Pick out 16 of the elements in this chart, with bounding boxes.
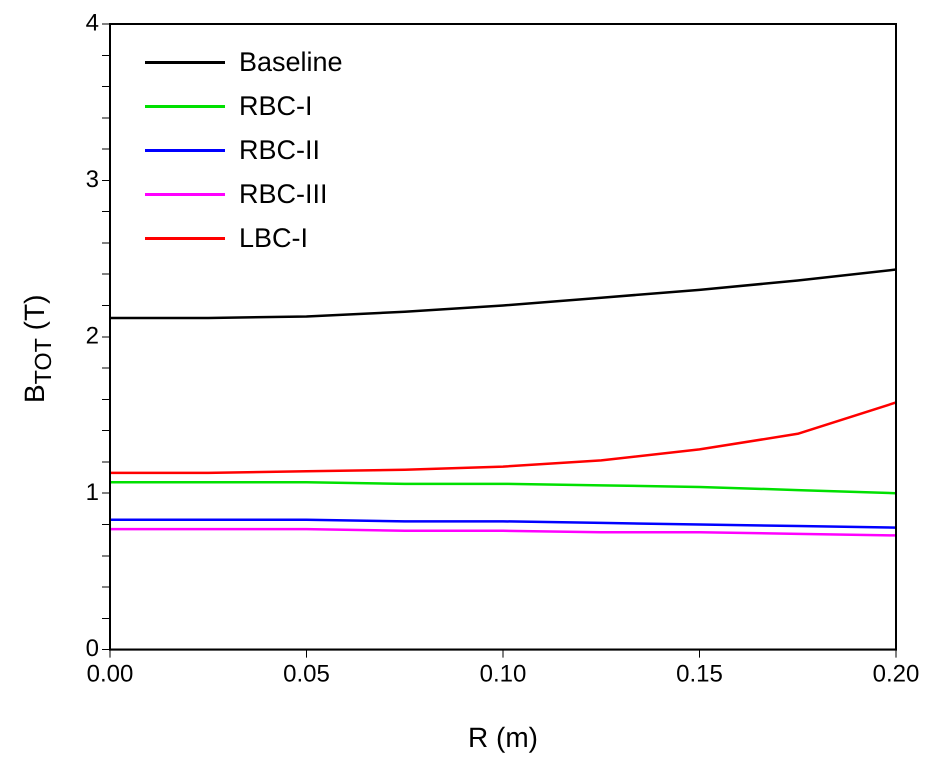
legend-label: RBC-I bbox=[239, 90, 312, 122]
x-axis-title: R (m) bbox=[468, 722, 538, 753]
x-tick-label: 0.10 bbox=[480, 660, 526, 688]
x-tick-label: 0.20 bbox=[872, 660, 920, 688]
legend-label: Baseline bbox=[239, 46, 343, 78]
x-tick-label: 0.00 bbox=[86, 660, 134, 688]
y-tick-label: 2 bbox=[86, 322, 99, 350]
legend-label: RBC-II bbox=[239, 134, 320, 166]
x-tick-label: 0.15 bbox=[676, 660, 723, 688]
y-tick-label: 1 bbox=[86, 478, 99, 506]
legend-label: LBC-I bbox=[239, 222, 308, 254]
x-tick-label: 0.05 bbox=[283, 660, 330, 688]
y-tick-label: 0 bbox=[86, 635, 99, 662]
y-tick-label: 3 bbox=[86, 166, 99, 194]
legend-label: RBC-III bbox=[239, 178, 328, 210]
y-tick-label: 4 bbox=[86, 10, 99, 37]
